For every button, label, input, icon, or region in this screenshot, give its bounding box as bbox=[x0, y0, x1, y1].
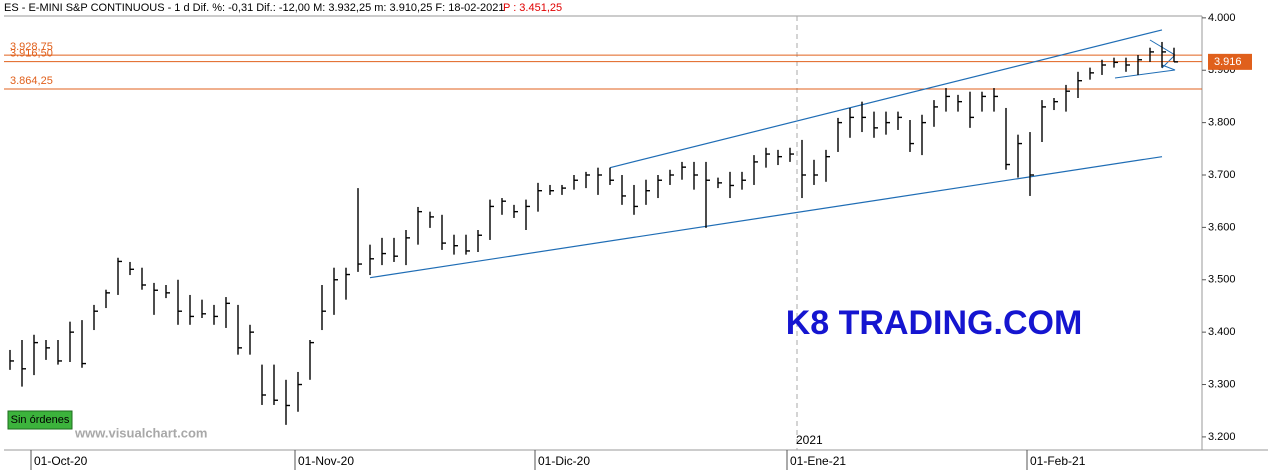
source-link: www.visualchart.com bbox=[74, 425, 207, 440]
x-tick-label: 01-Dic-20 bbox=[538, 454, 590, 468]
level-label: 3.916,50 bbox=[10, 48, 53, 60]
x-tick-label: 01-Ene-21 bbox=[790, 454, 846, 468]
chart-title: ES - E-MINI S&P CONTINUOUS - 1 d Dif. %:… bbox=[4, 2, 505, 14]
price-note: P : 3.451,25 bbox=[503, 2, 562, 14]
year-label: 2021 bbox=[796, 433, 823, 447]
x-tick-label: 01-Feb-21 bbox=[1030, 454, 1086, 468]
watermark: K8 TRADING.COM bbox=[786, 304, 1083, 342]
y-tick-label: 4.000 bbox=[1208, 12, 1236, 24]
status-label: Sin órdenes bbox=[11, 414, 70, 426]
y-tick-label: 3.600 bbox=[1208, 221, 1236, 233]
x-tick-label: 01-Oct-20 bbox=[34, 454, 88, 468]
y-tick-label: 3.800 bbox=[1208, 117, 1236, 129]
level-label: 3.864,25 bbox=[10, 75, 53, 87]
status-button[interactable] bbox=[7, 410, 73, 430]
y-tick-label: 3.200 bbox=[1208, 431, 1236, 443]
y-tick-label: 3.300 bbox=[1208, 378, 1236, 390]
pattern-line bbox=[1114, 64, 1176, 79]
trend-line bbox=[609, 29, 1163, 169]
last-price-label: 3.916 bbox=[1214, 56, 1242, 68]
y-tick-label: 3.700 bbox=[1208, 169, 1236, 181]
level-label: 3.928,75 bbox=[10, 41, 53, 53]
y-tick-label: 3.400 bbox=[1208, 326, 1236, 338]
last-price-tag bbox=[1208, 53, 1252, 70]
x-tick-label: 01-Nov-20 bbox=[298, 454, 354, 468]
y-tick-label: 3.500 bbox=[1208, 274, 1236, 286]
